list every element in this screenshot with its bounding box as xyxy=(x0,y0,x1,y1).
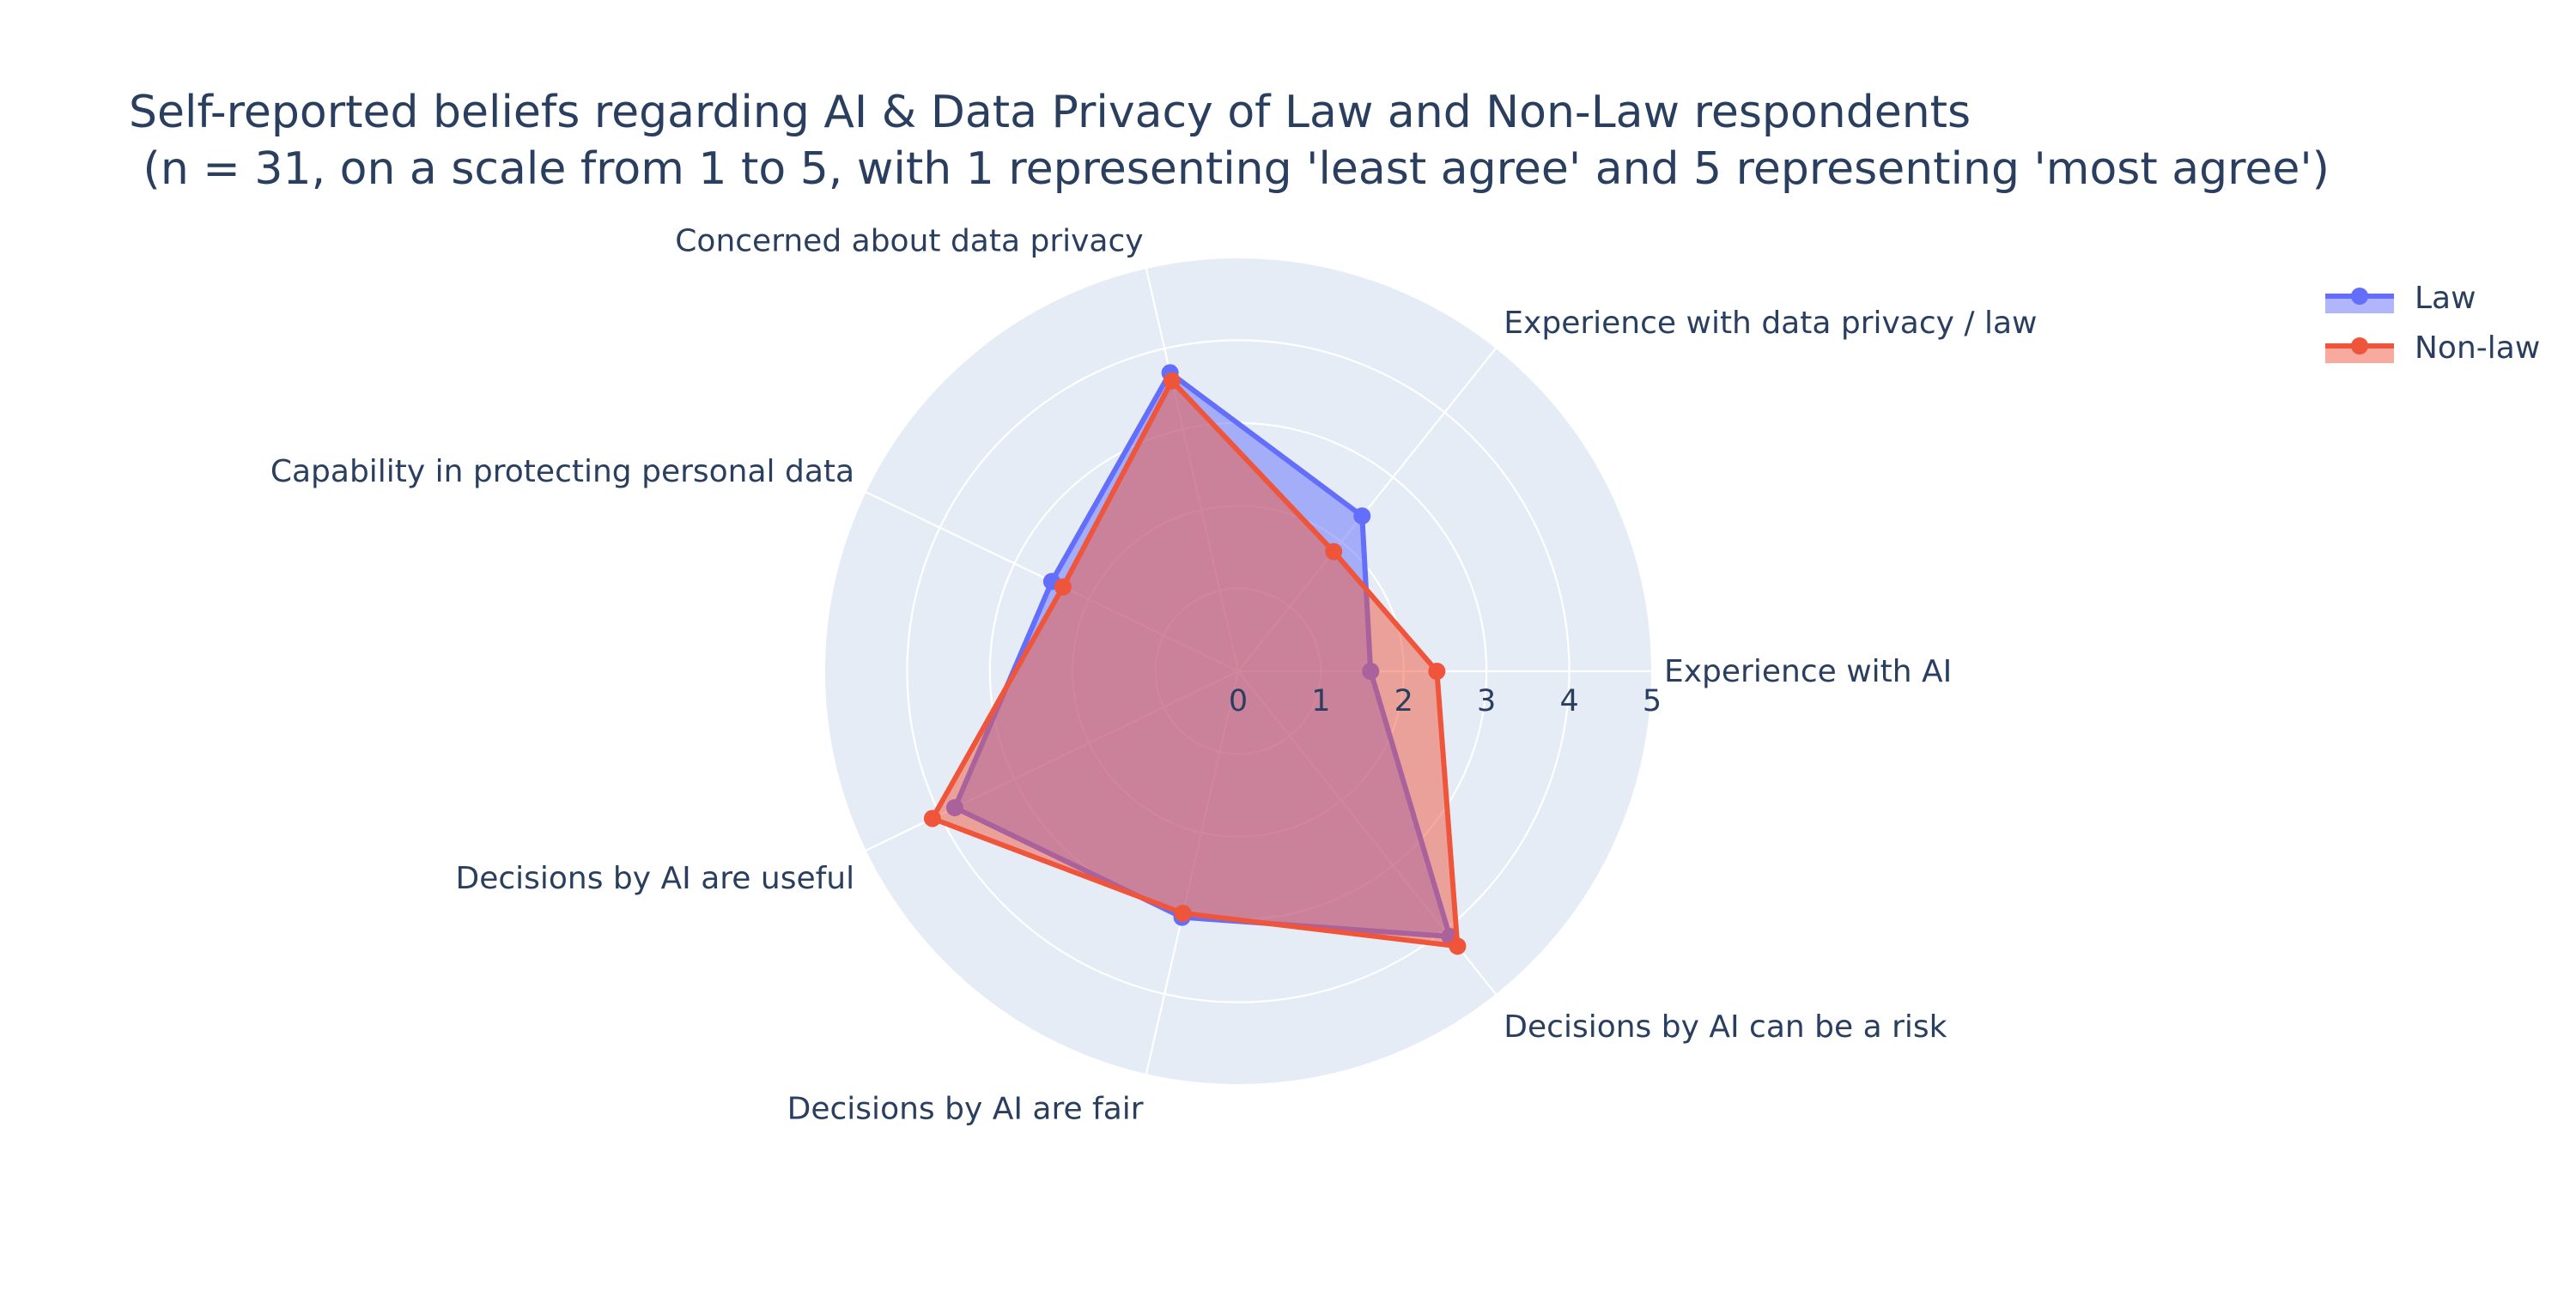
radial-tick-label: 2 xyxy=(1394,684,1413,718)
radial-tick-label: 5 xyxy=(1643,684,1662,718)
category-label: Decisions by AI can be a risk xyxy=(1504,1009,1947,1045)
radial-tick-label: 3 xyxy=(1477,684,1496,718)
radial-tick-label: 0 xyxy=(1229,684,1248,718)
data-point[interactable] xyxy=(1163,372,1181,390)
category-label: Experience with data privacy / law xyxy=(1504,306,2037,341)
data-point[interactable] xyxy=(1428,663,1446,680)
data-point[interactable] xyxy=(1449,937,1467,955)
data-point[interactable] xyxy=(1353,507,1371,525)
chart-subtitle: (n = 31, on a scale from 1 to 5, with 1 … xyxy=(129,143,2330,195)
radial-tick-label: 1 xyxy=(1311,684,1330,718)
radial-tick-labels: 0 1 2 3 4 5 xyxy=(1229,684,1662,718)
legend-marker xyxy=(2351,337,2368,355)
category-label: Decisions by AI are useful xyxy=(455,861,854,896)
category-label: Experience with AI xyxy=(1664,654,1952,689)
series-non-law xyxy=(923,372,1467,955)
category-label: Concerned about data privacy xyxy=(675,223,1143,258)
data-point[interactable] xyxy=(1325,542,1343,561)
polar-outline xyxy=(823,257,1653,1086)
radial-tick-label: 4 xyxy=(1559,684,1578,718)
legend-item-law[interactable]: Law xyxy=(2325,281,2476,316)
series-line xyxy=(929,378,1461,949)
legend-label: Non-law xyxy=(2415,330,2540,366)
data-point[interactable] xyxy=(923,809,941,827)
legend: Law Non-law xyxy=(2325,281,2540,366)
category-label: Decisions by AI are fair xyxy=(787,1092,1144,1127)
legend-label: Law xyxy=(2415,281,2476,316)
series-fill xyxy=(932,380,1458,947)
data-point[interactable] xyxy=(1054,578,1072,596)
legend-item-non-law[interactable]: Non-law xyxy=(2325,330,2540,366)
category-label: Capability in protecting personal data xyxy=(270,454,854,489)
legend-marker xyxy=(2351,288,2368,305)
chart-title: Self-reported beliefs regarding AI & Dat… xyxy=(129,87,1971,138)
category-labels: Experience with AI Experience with data p… xyxy=(270,223,2038,1126)
series-layer xyxy=(923,364,1467,955)
data-point[interactable] xyxy=(1174,904,1192,922)
